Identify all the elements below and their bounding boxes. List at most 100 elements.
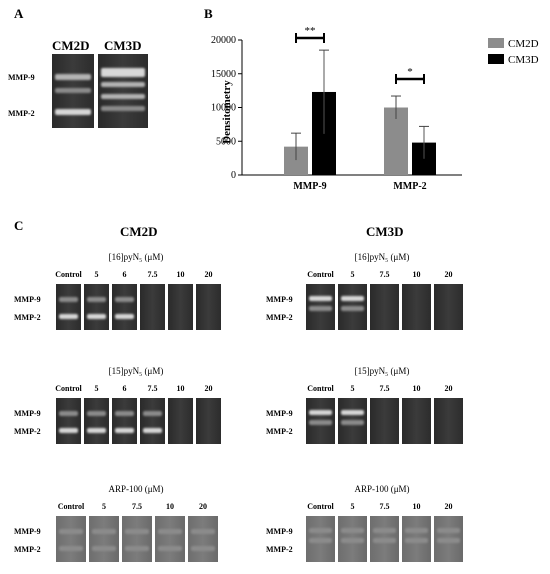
gel-lane (140, 284, 165, 330)
gel-band (405, 538, 428, 543)
row-label-mmp2: MMP-2 (14, 545, 41, 554)
gel-lane (188, 516, 218, 562)
row-label-mmp2: MMP-2 (266, 545, 293, 554)
panel-a-row-mmp9: MMP-9 (8, 73, 35, 82)
significance-marker: * (407, 66, 413, 78)
row-label-mmp2: MMP-2 (14, 427, 41, 436)
gel-band (158, 546, 182, 551)
gel-band (101, 82, 145, 87)
gel-band (437, 528, 460, 533)
gel-lane (140, 398, 165, 444)
gel-band (143, 428, 162, 433)
lane-label: Control (307, 384, 334, 393)
legend-label: CM3D (508, 54, 539, 66)
gel-band (341, 528, 364, 533)
gel-band (341, 306, 364, 311)
gel-lane (168, 398, 193, 444)
gel-lane (338, 516, 367, 562)
gel-band (143, 411, 162, 416)
y-tick-label: 20000 (211, 35, 236, 46)
panel-a-label-cm3d: CM3D (104, 38, 142, 53)
panel-c-letter: C (14, 218, 24, 233)
lane-label: Control (55, 270, 82, 279)
gel-lane (370, 516, 399, 562)
lane-label: 7.5 (147, 270, 158, 279)
lane-label: 6 (122, 270, 127, 279)
gel-band (87, 297, 106, 302)
gel-band (55, 109, 91, 115)
gel-lane (122, 516, 152, 562)
panel-a-gel-cm3d (98, 54, 148, 128)
gel-band (405, 528, 428, 533)
gel-band (309, 420, 332, 425)
gel-band (309, 538, 332, 543)
gel-band (125, 546, 149, 551)
panel-a-letter: A (14, 6, 24, 21)
gel-band (125, 529, 149, 534)
lane-label: 20 (444, 502, 453, 511)
gel-band (191, 529, 215, 534)
panel-a-gel-cm2d (52, 54, 94, 128)
gel-band (101, 68, 145, 77)
gel-band (341, 420, 364, 425)
blot-header: ARP-100 (μM) (354, 484, 410, 494)
gel-lane (370, 284, 399, 330)
gel-band (115, 411, 134, 416)
panel-c-title-cm3d: CM3D (366, 224, 404, 239)
lane-label: 20 (199, 502, 207, 511)
blot-header: [16]pyN₅ (μM) (108, 252, 164, 262)
row-label-mmp9: MMP-9 (266, 527, 293, 536)
blot-header: [15]pyN₅ (μM) (108, 366, 164, 376)
row-label-mmp9: MMP-9 (266, 295, 293, 304)
gel-lane (306, 398, 335, 444)
lane-label: Control (57, 502, 85, 511)
gel-lane (370, 398, 399, 444)
row-label-mmp2: MMP-2 (266, 427, 293, 436)
gel-lane (402, 284, 431, 330)
gel-band (373, 538, 396, 543)
gel-band (115, 297, 134, 302)
gel-lane (112, 284, 137, 330)
gel-band (87, 314, 106, 319)
y-tick-label: 0 (231, 170, 236, 181)
lane-label: 10 (176, 384, 185, 393)
blot-header: [15]pyN₅ (μM) (354, 366, 410, 376)
densitometry-chart: Densitometry 0 5000 10000 15000 20000 MMP-9 *… (211, 25, 539, 192)
x-tick-label: MMP-2 (393, 181, 426, 192)
gel-lane (402, 398, 431, 444)
y-tick-label: 15000 (211, 69, 236, 80)
lane-label: 10 (412, 384, 421, 393)
lane-label: 5 (350, 384, 355, 393)
gel-lane (84, 284, 109, 330)
gel-band (115, 428, 134, 433)
gel-lane (56, 398, 81, 444)
gel-lane (56, 284, 81, 330)
gel-lane (402, 516, 431, 562)
gel-lane (89, 516, 119, 562)
lane-label: 10 (412, 270, 421, 279)
lane-label: 6 (122, 384, 127, 393)
gel-band (158, 529, 182, 534)
lane-label: 5 (94, 270, 99, 279)
y-tick-label: 10000 (211, 103, 236, 114)
lane-label: 7.5 (379, 270, 390, 279)
lane-label: 10 (412, 502, 421, 511)
gel-lane (112, 398, 137, 444)
gel-band (87, 428, 106, 433)
legend-swatch (488, 54, 504, 64)
row-label-mmp9: MMP-9 (14, 527, 41, 536)
gel-band (92, 546, 116, 551)
lane-label: Control (307, 270, 334, 279)
gel-lane (306, 516, 335, 562)
lane-label: 7.5 (132, 502, 142, 511)
gel-band (309, 296, 332, 301)
lane-label: 10 (166, 502, 174, 511)
gel-lane (196, 284, 221, 330)
gel-lane (56, 516, 86, 562)
legend-swatch (488, 38, 504, 48)
gel-band (59, 314, 78, 319)
panel-c-title-cm2d: CM2D (120, 224, 158, 239)
gel-band (92, 529, 116, 534)
gel-band (437, 538, 460, 543)
gel-lane (84, 398, 109, 444)
